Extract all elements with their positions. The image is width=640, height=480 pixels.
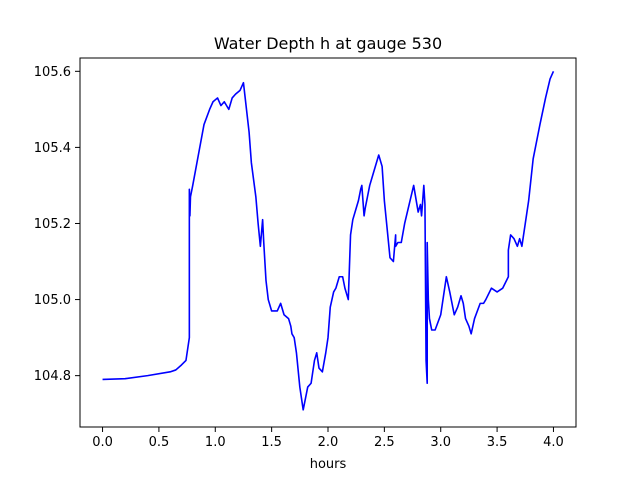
plot-area bbox=[102, 70, 555, 411]
x-tick-label: 1.5 bbox=[261, 435, 282, 450]
y-tick-label: 105.2 bbox=[34, 217, 71, 232]
x-tick-label: 2.5 bbox=[374, 435, 395, 450]
y-tick-label: 105.6 bbox=[34, 65, 71, 80]
y-tick-label: 105.0 bbox=[34, 293, 71, 308]
y-axis: 104.8 105.0 105.2 105.4 105.6 bbox=[34, 65, 80, 384]
x-axis: 0.0 0.5 1.0 1.5 2.0 2.5 3.0 3.5 4.0 bbox=[92, 427, 564, 450]
x-axis-label: hours bbox=[310, 457, 347, 472]
x-tick-label: 0.5 bbox=[149, 435, 170, 450]
x-tick-label: 4.0 bbox=[543, 435, 564, 450]
x-tick-label: 3.0 bbox=[430, 435, 451, 450]
x-tick-label: 0.0 bbox=[92, 435, 113, 450]
chart-title: Water Depth h at gauge 530 bbox=[214, 34, 442, 53]
x-tick-label: 1.0 bbox=[205, 435, 226, 450]
x-tick-label: 2.0 bbox=[318, 435, 339, 450]
y-tick-label: 105.4 bbox=[34, 141, 71, 156]
y-tick-label: 104.8 bbox=[34, 369, 71, 384]
series-line-0 bbox=[102, 70, 555, 411]
x-tick-label: 3.5 bbox=[487, 435, 508, 450]
